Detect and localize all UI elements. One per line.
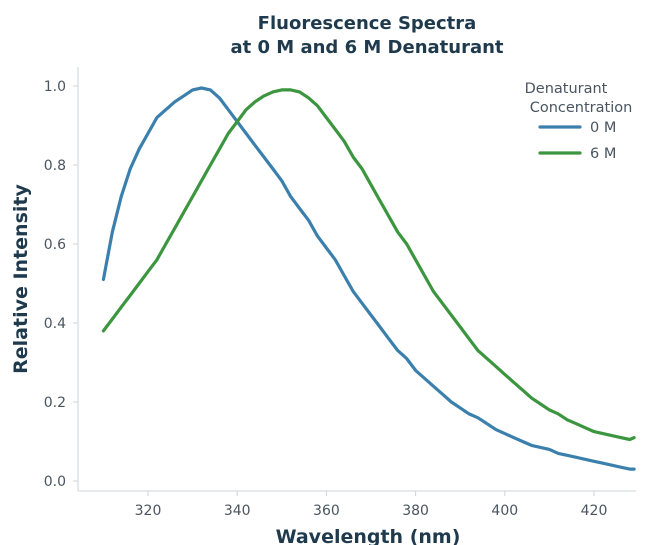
y-tick-label: 0.8 xyxy=(44,158,66,174)
x-tick-label: 380 xyxy=(402,503,429,519)
y-tick-label: 0.2 xyxy=(44,395,66,411)
y-axis-title: Relative Intensity xyxy=(10,184,32,374)
legend-title-line-1: Denaturant xyxy=(525,81,608,97)
series-line-6m xyxy=(101,88,636,442)
series-lines xyxy=(101,86,636,471)
x-tick-label: 420 xyxy=(581,503,608,519)
x-tick-label: 360 xyxy=(313,503,340,519)
legend-items: 0 M 6 M xyxy=(538,120,616,162)
y-tick-label: 0.0 xyxy=(44,474,66,490)
chart-title-line-2: at 0 M and 6 M Denaturant xyxy=(230,37,503,58)
x-axis-ticks: 320 340 360 380 400 420 xyxy=(135,491,608,519)
legend: Denaturant Concentration 0 M 6 M xyxy=(525,81,633,162)
y-tick-label: 1.0 xyxy=(44,79,66,95)
series-line-0m xyxy=(101,86,636,471)
x-tick-label: 340 xyxy=(224,503,251,519)
chart-title-line-1: Fluorescence Spectra xyxy=(258,13,477,34)
y-tick-label: 0.6 xyxy=(44,237,66,253)
x-axis-title: Wavelength (nm) xyxy=(276,526,461,545)
x-tick-label: 320 xyxy=(135,503,162,519)
x-tick-label: 400 xyxy=(491,503,518,519)
y-tick-label: 0.4 xyxy=(44,316,66,332)
legend-label-6m: 6 M xyxy=(590,146,616,162)
legend-label-0m: 0 M xyxy=(590,120,616,136)
y-axis-ticks: 0.0 0.2 0.4 0.6 0.8 1.0 xyxy=(44,79,78,490)
legend-title-line-2: Concentration xyxy=(530,100,633,116)
